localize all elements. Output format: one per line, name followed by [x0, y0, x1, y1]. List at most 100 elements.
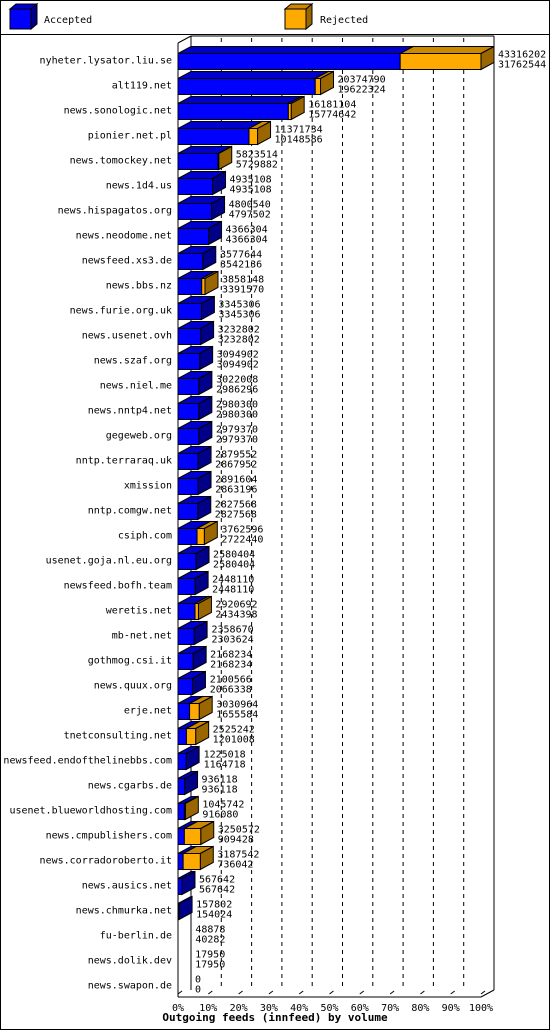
bar-0-accepted-front [177, 53, 401, 70]
value-accepted-7: 4366304 [226, 225, 268, 236]
value-accepted-21: 2448110 [212, 575, 254, 586]
value-accepted-17: 2891604 [215, 475, 257, 486]
bar-20-accepted-front [177, 553, 197, 570]
category-label-37: news.swapon.de [88, 981, 172, 992]
chart-title: Outgoing feeds (innfeed) by volume [162, 1011, 388, 1024]
bar-9-rejected-front [201, 278, 206, 295]
value-accepted-20: 2580404 [213, 550, 255, 561]
bar-28-accepted-front [177, 753, 187, 770]
category-label-28: newsfeed.endofthelinebbs.com [3, 756, 172, 767]
category-label-10: news.furie.org.uk [70, 306, 172, 317]
bar-34 [177, 895, 193, 921]
bar-8-accepted-front [177, 253, 204, 270]
value-rejected-7: 4366304 [226, 235, 268, 246]
bar-26-accepted-front [177, 703, 191, 720]
bar-0-accepted-top [177, 46, 414, 54]
bar-15-accepted-front [177, 428, 200, 445]
value-rejected-14: 2980300 [216, 410, 258, 421]
bar-22-rejected-front [194, 603, 199, 620]
category-label-19: csiph.com [118, 531, 172, 542]
value-accepted-34: 157802 [196, 900, 232, 911]
x-axis: 0% 10% 20% 30% 40% 50% 60% 70% 80% 90% 100% [172, 989, 495, 1014]
bar-22-accepted-front [177, 603, 196, 620]
bar-4-accepted-front [177, 153, 219, 170]
bar-11 [177, 320, 215, 346]
value-rejected-9: 3391570 [222, 285, 264, 296]
bar-23-accepted-front [177, 628, 195, 645]
value-rejected-2: 15774642 [308, 110, 356, 121]
bar-10 [177, 295, 215, 321]
bar-32 [177, 845, 214, 871]
value-rejected-19: 2722440 [221, 535, 263, 546]
x-tick-mark-7 [389, 990, 395, 995]
value-accepted-3: 11371734 [275, 125, 323, 136]
category-label-31: news.cmpublishers.com [46, 831, 172, 842]
bar-18-accepted-front [177, 503, 199, 520]
bar-20 [177, 545, 210, 571]
value-rejected-4: 5729882 [236, 160, 278, 171]
bar-26 [177, 695, 213, 721]
bar-27 [177, 720, 210, 746]
bar-31-rejected-front [183, 828, 202, 845]
x-tick-mark-4 [298, 990, 304, 995]
value-accepted-23: 2358670 [211, 625, 253, 636]
bar-28 [177, 745, 200, 771]
bar-31 [177, 820, 215, 846]
category-label-12: news.szaf.org [94, 356, 172, 367]
category-label-33: news.ausics.net [82, 881, 172, 892]
value-rejected-8: 3542136 [220, 260, 262, 271]
bar-9-accepted-front [177, 278, 203, 295]
bar-13-accepted-front [177, 378, 200, 395]
legend-rejected-label: Rejected [320, 15, 368, 26]
x-tick-label-6: 60% [351, 1003, 369, 1014]
value-accepted-16: 2879552 [215, 450, 257, 461]
category-label-32: news.corradoroberto.it [40, 856, 172, 867]
value-accepted-13: 3022008 [216, 375, 258, 386]
category-label-4: news.tomockey.net [70, 156, 172, 167]
x-tick-label-7: 70% [381, 1003, 399, 1014]
bar-29-accepted-front [177, 778, 186, 795]
bar-15 [177, 420, 213, 446]
category-label-24: gothmog.csi.it [88, 656, 172, 667]
bar-2-accepted-top [177, 96, 302, 104]
category-label-3: pionier.net.pl [88, 131, 172, 142]
x-tick-mark-10 [480, 990, 486, 995]
bar-14 [177, 395, 213, 421]
bar-25-accepted-front [177, 678, 193, 695]
bar-5-accepted-front [177, 178, 214, 195]
category-label-16: nntp.terraraq.uk [76, 456, 172, 467]
bar-2-accepted-front [177, 103, 289, 120]
bar-11-accepted-front [177, 328, 202, 345]
value-rejected-25: 2066338 [210, 685, 252, 696]
bar-19-rejected-front [196, 528, 205, 545]
bar-17-accepted-front [177, 478, 199, 495]
value-accepted-8: 3577644 [220, 250, 262, 261]
category-label-5: news.1d4.us [106, 181, 172, 192]
value-rejected-31: 909428 [218, 835, 254, 846]
x-tick-mark-1 [208, 990, 213, 995]
category-label-34: news.chmurka.net [76, 906, 172, 917]
category-label-30: usenet.blueworldhosting.com [9, 806, 172, 817]
bar-34-accepted-front [177, 903, 180, 920]
category-label-35: fu-berlin.de [100, 931, 172, 942]
value-accepted-32: 3187542 [217, 850, 259, 861]
value-rejected-18: 2827568 [215, 510, 257, 521]
value-rejected-37: 0 [195, 985, 201, 996]
value-rejected-16: 2867952 [215, 460, 257, 471]
bar-30 [177, 795, 199, 821]
value-rejected-24: 2168234 [210, 660, 252, 671]
x-tick-label-8: 80% [411, 1003, 429, 1014]
bar-27-rejected-front [185, 728, 197, 745]
value-rejected-1: 19622324 [338, 85, 386, 96]
bar-3-rejected-front [248, 128, 259, 145]
bar-16-accepted-front [177, 453, 199, 470]
value-accepted-18: 2827568 [215, 500, 257, 511]
category-label-7: news.neodome.net [76, 231, 172, 242]
value-accepted-12: 3094902 [217, 350, 259, 361]
x-tick-label-2: 20% [230, 1003, 248, 1014]
value-rejected-30: 916080 [202, 810, 238, 821]
x-tick-mark-0 [177, 990, 183, 995]
bar-32-accepted-front [177, 853, 184, 870]
value-accepted-6: 4800540 [229, 200, 271, 211]
